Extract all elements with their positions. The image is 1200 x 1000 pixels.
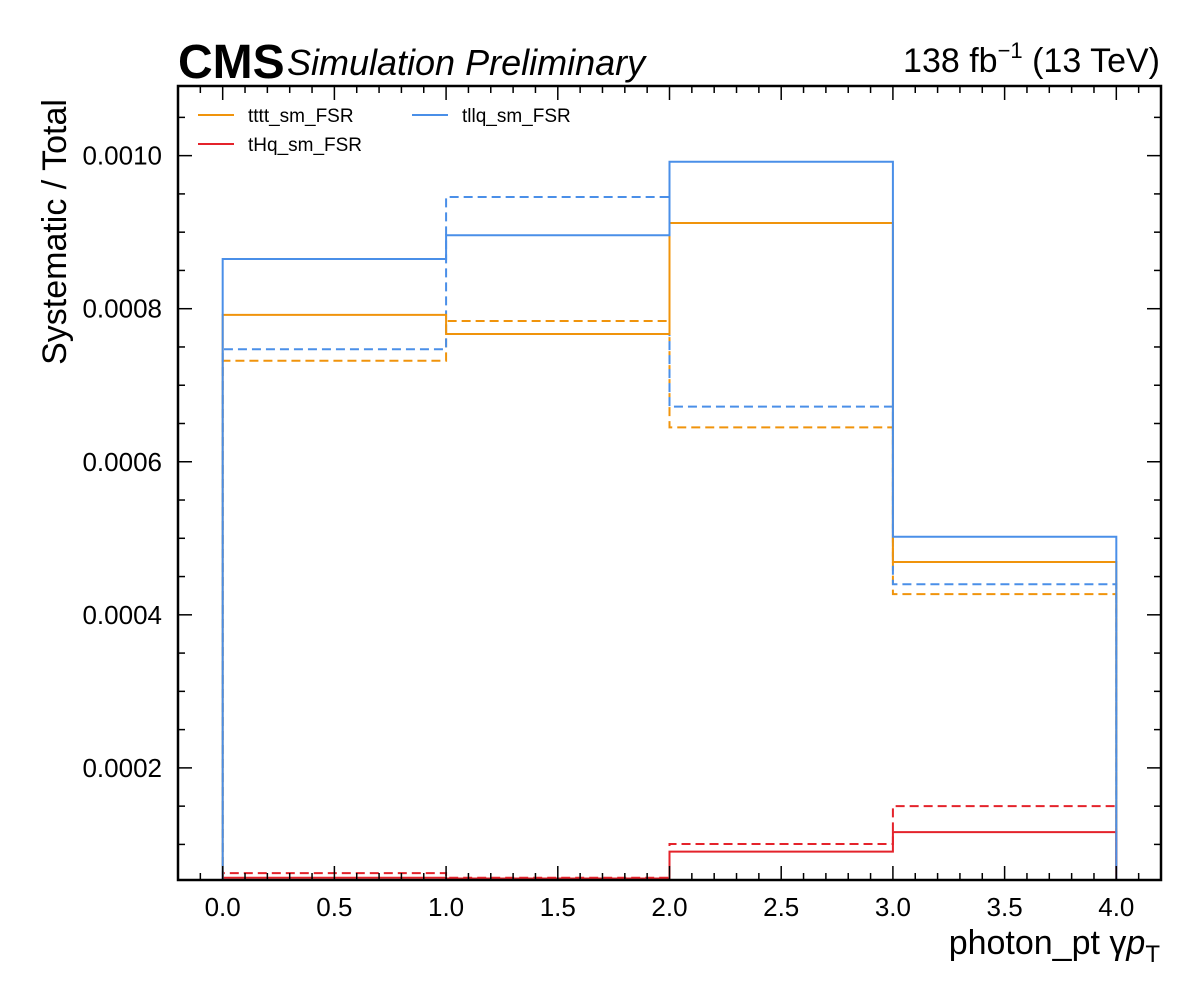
series-3-dashed-line: [221, 319, 1118, 880]
x-tick-label: 0.0: [205, 892, 241, 922]
series-0-solid-line: [221, 221, 1118, 880]
axis-tick-labels: 0.0 0.5 1.0 1.5 2.0 2.5 3.0 3.5 4.0 0.0002 0.0004 0…: [82, 141, 1134, 922]
plot-area: [221, 160, 1118, 880]
x-tick-label: 1.0: [428, 892, 464, 922]
y-tick-label: 0.0002: [82, 753, 162, 783]
series-2-solid-line: [221, 160, 1118, 880]
x-tick-label: 1.5: [540, 892, 576, 922]
x-axis-label: photon_pt γpT: [949, 924, 1161, 968]
legend-entry-label: tllq_sm_FSR: [462, 106, 571, 127]
y-axis-label: Systematic / Total: [36, 99, 74, 365]
legend-entry-label: tttt_sm_FSR: [248, 106, 354, 127]
x-tick-label: 3.5: [987, 892, 1023, 922]
y-tick-label: 0.0006: [82, 447, 162, 477]
status-label: Simulation Preliminary: [287, 42, 647, 83]
y-tick-label: 0.0008: [82, 294, 162, 324]
x-tick-label: 3.0: [875, 892, 911, 922]
lumi-label: 138 fb−1 (13 TeV): [903, 38, 1160, 80]
legend-entry-label: tHq_sm_FSR: [248, 135, 362, 156]
cms-label: CMS: [178, 36, 285, 89]
x-tick-label: 2.0: [651, 892, 687, 922]
x-tick-label: 2.5: [763, 892, 799, 922]
plot-frame: [176, 84, 1163, 882]
legend: tttt_sm_FSR tHq_sm_FSR tllq_sm_FSR: [198, 106, 571, 156]
y-tick-label: 0.0010: [82, 141, 162, 171]
x-tick-label: 0.5: [316, 892, 352, 922]
y-tick-label: 0.0004: [82, 600, 162, 630]
x-tick-label: 4.0: [1098, 892, 1134, 922]
